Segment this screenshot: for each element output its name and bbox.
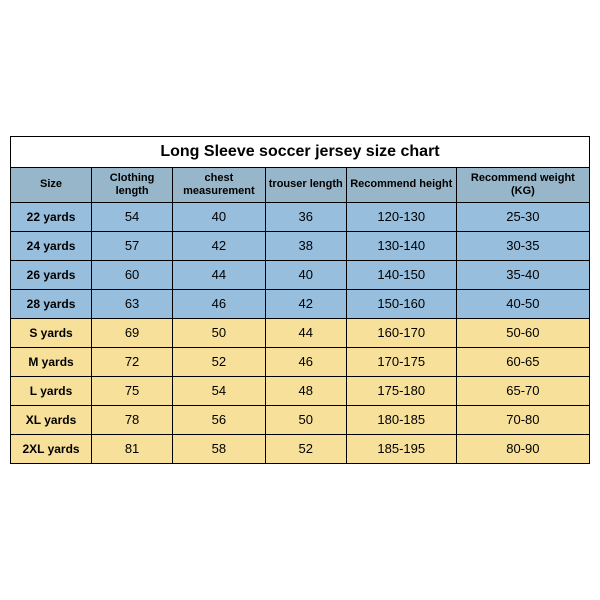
size-chart-table: Long Sleeve soccer jersey size chart Siz… <box>10 136 590 464</box>
title-row: Long Sleeve soccer jersey size chart <box>11 136 590 167</box>
value-cell: 70-80 <box>456 406 589 435</box>
value-cell: 175-180 <box>346 377 456 406</box>
header-row: SizeClothing lengthchest measurementtrou… <box>11 167 590 202</box>
value-cell: 36 <box>265 203 346 232</box>
value-cell: 52 <box>173 348 266 377</box>
value-cell: 42 <box>265 290 346 319</box>
size-cell: 2XL yards <box>11 435 92 464</box>
table-title: Long Sleeve soccer jersey size chart <box>11 136 590 167</box>
value-cell: 56 <box>173 406 266 435</box>
value-cell: 35-40 <box>456 261 589 290</box>
value-cell: 170-175 <box>346 348 456 377</box>
table-row: 2XL yards815852185-19580-90 <box>11 435 590 464</box>
col-header: Recommend height <box>346 167 456 202</box>
value-cell: 140-150 <box>346 261 456 290</box>
value-cell: 40 <box>173 203 266 232</box>
value-cell: 50-60 <box>456 319 589 348</box>
value-cell: 50 <box>265 406 346 435</box>
value-cell: 130-140 <box>346 232 456 261</box>
table-row: 22 yards544036120-13025-30 <box>11 203 590 232</box>
value-cell: 185-195 <box>346 435 456 464</box>
size-cell: S yards <box>11 319 92 348</box>
size-chart-container: Long Sleeve soccer jersey size chart Siz… <box>10 136 590 464</box>
value-cell: 63 <box>92 290 173 319</box>
table-row: M yards725246170-17560-65 <box>11 348 590 377</box>
value-cell: 81 <box>92 435 173 464</box>
value-cell: 30-35 <box>456 232 589 261</box>
value-cell: 52 <box>265 435 346 464</box>
value-cell: 78 <box>92 406 173 435</box>
size-cell: 24 yards <box>11 232 92 261</box>
col-header: Recommend weight (KG) <box>456 167 589 202</box>
value-cell: 60-65 <box>456 348 589 377</box>
col-header: Size <box>11 167 92 202</box>
value-cell: 50 <box>173 319 266 348</box>
table-row: 24 yards574238130-14030-35 <box>11 232 590 261</box>
col-header: Clothing length <box>92 167 173 202</box>
value-cell: 44 <box>265 319 346 348</box>
value-cell: 80-90 <box>456 435 589 464</box>
value-cell: 160-170 <box>346 319 456 348</box>
value-cell: 72 <box>92 348 173 377</box>
size-cell: 22 yards <box>11 203 92 232</box>
size-cell: 28 yards <box>11 290 92 319</box>
size-cell: L yards <box>11 377 92 406</box>
value-cell: 46 <box>173 290 266 319</box>
value-cell: 75 <box>92 377 173 406</box>
value-cell: 120-130 <box>346 203 456 232</box>
value-cell: 58 <box>173 435 266 464</box>
value-cell: 54 <box>92 203 173 232</box>
value-cell: 60 <box>92 261 173 290</box>
value-cell: 44 <box>173 261 266 290</box>
value-cell: 180-185 <box>346 406 456 435</box>
table-row: XL yards785650180-18570-80 <box>11 406 590 435</box>
value-cell: 150-160 <box>346 290 456 319</box>
value-cell: 48 <box>265 377 346 406</box>
value-cell: 54 <box>173 377 266 406</box>
value-cell: 57 <box>92 232 173 261</box>
value-cell: 46 <box>265 348 346 377</box>
size-cell: XL yards <box>11 406 92 435</box>
table-body: 22 yards544036120-13025-3024 yards574238… <box>11 203 590 464</box>
table-row: 28 yards634642150-16040-50 <box>11 290 590 319</box>
value-cell: 40 <box>265 261 346 290</box>
value-cell: 65-70 <box>456 377 589 406</box>
value-cell: 42 <box>173 232 266 261</box>
col-header: trouser length <box>265 167 346 202</box>
value-cell: 69 <box>92 319 173 348</box>
table-row: S yards695044160-17050-60 <box>11 319 590 348</box>
value-cell: 40-50 <box>456 290 589 319</box>
size-cell: 26 yards <box>11 261 92 290</box>
value-cell: 38 <box>265 232 346 261</box>
table-row: 26 yards604440140-15035-40 <box>11 261 590 290</box>
table-row: L yards755448175-18065-70 <box>11 377 590 406</box>
col-header: chest measurement <box>173 167 266 202</box>
page: Long Sleeve soccer jersey size chart Siz… <box>0 0 600 600</box>
size-cell: M yards <box>11 348 92 377</box>
value-cell: 25-30 <box>456 203 589 232</box>
